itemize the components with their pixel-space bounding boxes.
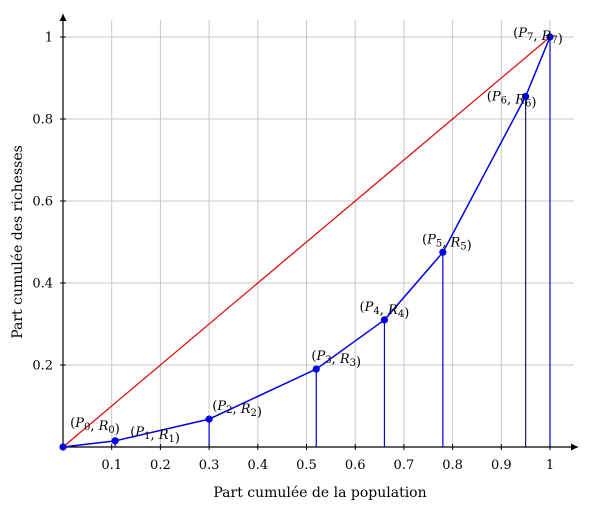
point-label-2: (P2, R2) — [212, 399, 262, 420]
lorenz-curve-line — [62, 36, 551, 448]
y-axis-ticks: 0.2 0.4 0.6 0.8 1 — [32, 31, 66, 374]
point-label-5: (P5, R5) — [422, 232, 472, 253]
x-tick-label-6: 0.7 — [394, 458, 415, 473]
point-labels: (P0, R0) (P1, R1) (P2, R2) (P3, R3) (P4, R4)… — [70, 26, 563, 446]
y-axis-arrow — [59, 14, 67, 21]
x-tick-label-9: 1 — [546, 458, 554, 473]
lorenz-point-5 — [439, 248, 447, 256]
y-tick-label-3: 0.8 — [32, 113, 53, 128]
lorenz-point-7 — [546, 33, 554, 41]
y-tick-label-2: 0.6 — [32, 195, 53, 210]
drop-lines — [114, 37, 551, 447]
point-label-4: (P4, R4) — [360, 300, 410, 321]
axes — [59, 14, 578, 451]
y-axis-title: Part cumulée des richesses — [10, 145, 26, 339]
y-tick-label-0: 0.2 — [32, 359, 53, 374]
x-tick-label-2: 0.3 — [199, 458, 220, 473]
x-axis-ticks: 0.1 0.2 0.3 0.4 0.5 0.6 0.7 0.8 0.9 1 — [101, 444, 554, 473]
lorenz-point-0 — [59, 443, 67, 451]
lorenz-point-1 — [111, 437, 119, 445]
x-tick-label-1: 0.2 — [150, 458, 171, 473]
x-axis-arrow — [571, 443, 578, 451]
point-label-7: (P7, R7) — [513, 26, 563, 47]
lorenz-point-2 — [205, 415, 213, 423]
x-tick-label-3: 0.4 — [247, 458, 268, 473]
point-label-3: (P3, R3) — [311, 349, 361, 370]
y-tick-label-4: 1 — [45, 31, 53, 46]
point-label-0: (P0, R0) — [70, 416, 120, 437]
point-label-6: (P6, R6) — [487, 89, 537, 110]
x-tick-label-5: 0.6 — [345, 458, 366, 473]
lorenz-point-4 — [380, 316, 389, 324]
lorenz-point-3 — [312, 365, 320, 373]
x-tick-label-0: 0.1 — [101, 458, 122, 473]
series — [59, 33, 554, 451]
x-tick-label-8: 0.9 — [491, 458, 512, 473]
equality-line — [62, 36, 551, 448]
grid — [63, 20, 574, 447]
x-tick-label-7: 0.8 — [442, 458, 463, 473]
point-label-1: (P1, R1) — [130, 425, 180, 446]
y-tick-label-1: 0.4 — [32, 277, 53, 292]
x-axis-title: Part cumulée de la population — [213, 485, 426, 501]
x-tick-label-4: 0.5 — [296, 458, 317, 473]
lorenz-point-6 — [522, 92, 530, 101]
